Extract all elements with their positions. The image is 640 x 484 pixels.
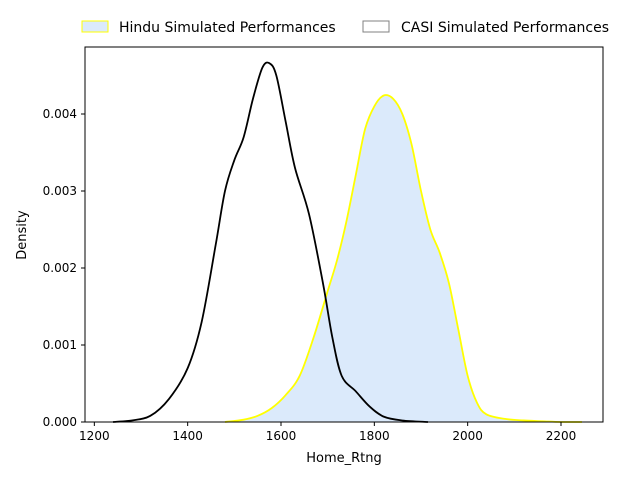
series-line-0 <box>224 94 582 423</box>
x-axis: 1200 1400 1600 1800 2000 2200 <box>79 422 576 443</box>
x-tick-label-1400: 1400 <box>172 429 203 443</box>
y-axis: 0.000 0.001 0.002 0.003 0.004 <box>43 107 85 429</box>
x-tick-label-1600: 1600 <box>266 429 297 443</box>
plot-frame <box>84 46 604 423</box>
y-tick-label-3: 0.003 <box>43 184 77 198</box>
y-tick-label-2: 0.002 <box>43 261 77 275</box>
x-axis-label: Home_Rtng <box>306 451 382 466</box>
y-axis-label: Density <box>15 210 30 260</box>
x-tick-label-1200: 1200 <box>79 429 110 443</box>
legend-swatch-casi <box>362 20 390 33</box>
legend-label-casi: CASI Simulated Performances <box>401 20 609 36</box>
y-tick-label-1: 0.001 <box>43 338 77 352</box>
legend-swatch-hindu <box>81 20 109 33</box>
y-tick-label-0: 0.000 <box>43 415 77 429</box>
series-area-0 <box>225 95 582 423</box>
legend-label-hindu: Hindu Simulated Performances <box>119 20 336 36</box>
x-tick-label-2000: 2000 <box>452 429 483 443</box>
x-tick-label-1800: 1800 <box>359 429 390 443</box>
y-tick-label-4: 0.004 <box>43 107 77 121</box>
legend: Hindu Simulated Performances CASI Simula… <box>81 20 609 36</box>
x-tick-label-2200: 2200 <box>546 429 577 443</box>
series-line-1 <box>112 61 429 423</box>
plot-area <box>112 61 582 423</box>
